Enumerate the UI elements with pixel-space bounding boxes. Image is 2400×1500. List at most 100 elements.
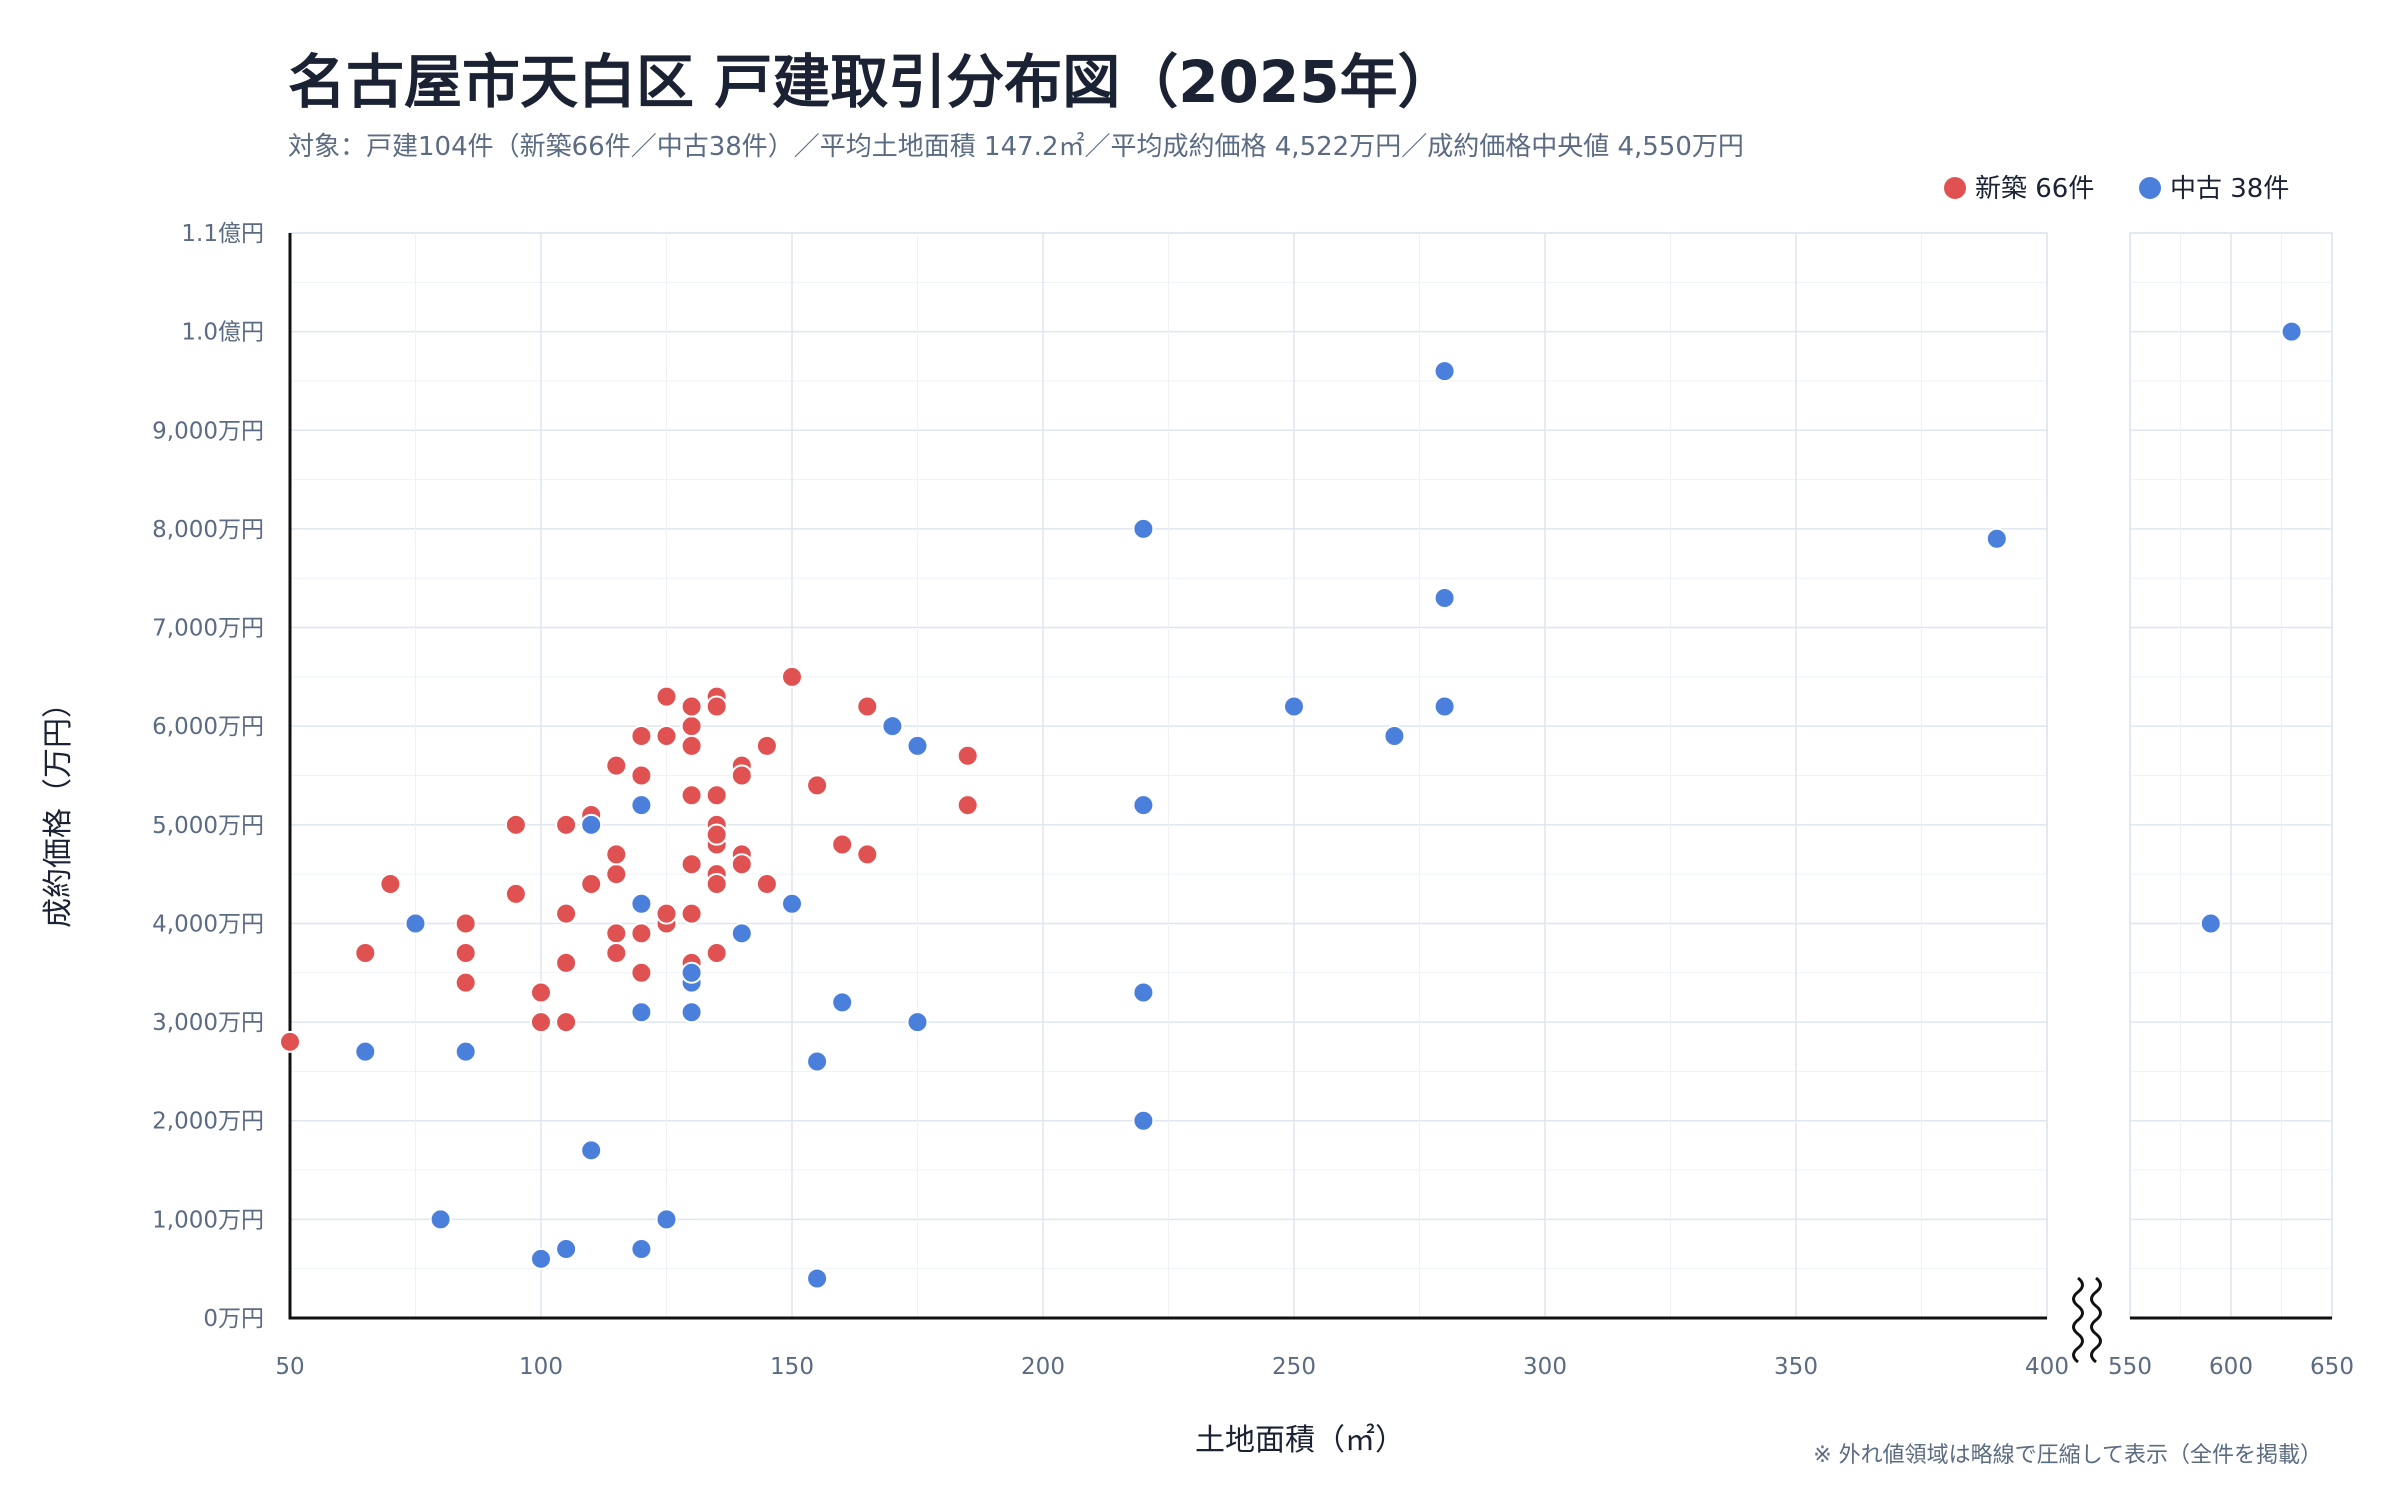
point-used <box>1383 725 1406 748</box>
point-used <box>630 892 653 915</box>
point-used <box>806 1267 829 1290</box>
point-used <box>831 991 854 1014</box>
axes <box>288 233 2332 1320</box>
y-tick-label: 5,000万円 <box>152 813 264 839</box>
point-new <box>755 873 778 895</box>
legend-swatch-used <box>2139 177 2161 199</box>
point-used <box>881 715 904 738</box>
point-new <box>630 764 653 787</box>
y-tick-label: 6,000万円 <box>152 714 264 740</box>
axis-break-wave <box>2090 1276 2102 1364</box>
point-new <box>555 951 578 974</box>
chart-subtitle: 対象：戸建104件（新築66件／中古38件）／平均土地面積 147.2㎡／平均成… <box>288 132 1744 162</box>
y-tick-label: 2,000万円 <box>152 1109 264 1135</box>
point-new <box>454 971 477 994</box>
point-new <box>630 725 653 748</box>
legend: 新築 66件 中古 38件 <box>1944 174 2289 204</box>
point-new <box>705 942 728 965</box>
point-new <box>605 863 628 886</box>
axis-break-icon <box>2072 1276 2102 1364</box>
y-tick-label: 3,000万円 <box>152 1010 264 1036</box>
point-new <box>655 902 678 925</box>
point-used <box>1132 981 1155 1004</box>
x-tick-label: 400 <box>2025 1354 2069 1380</box>
point-new <box>705 695 728 718</box>
point-used <box>906 734 929 757</box>
point-new <box>831 833 854 856</box>
point-new <box>504 882 527 905</box>
point-new <box>630 961 653 984</box>
point-used <box>655 1208 678 1231</box>
axis-break-wave <box>2072 1276 2084 1364</box>
y-tick-label: 0万円 <box>203 1306 264 1332</box>
point-new <box>555 1011 578 1034</box>
point-new <box>454 912 477 935</box>
point-used <box>2199 912 2222 935</box>
point-new <box>555 902 578 925</box>
y-tick-label: 8,000万円 <box>152 517 264 543</box>
y-tick-label: 7,000万円 <box>152 616 264 642</box>
point-new <box>655 685 678 708</box>
chart-title: 名古屋市天白区 戸建取引分布図（2025年） <box>288 48 1456 116</box>
point-new <box>630 922 653 945</box>
point-used <box>580 1139 603 1162</box>
point-used <box>429 1208 452 1231</box>
legend-label-new: 新築 66件 <box>1975 174 2094 204</box>
point-used <box>1132 517 1155 540</box>
point-used <box>680 961 703 984</box>
point-new <box>279 1030 301 1053</box>
point-new <box>956 744 979 767</box>
y-axis-label: 成約価格（万円） <box>41 688 76 928</box>
point-used <box>806 1050 829 1073</box>
x-tick-label: 650 <box>2310 1354 2354 1380</box>
point-new <box>605 942 628 965</box>
point-new <box>730 764 753 787</box>
point-new <box>856 695 879 718</box>
point-new <box>580 873 603 895</box>
point-new <box>530 981 552 1004</box>
point-used <box>530 1247 552 1270</box>
point-new <box>755 734 778 757</box>
legend-swatch-new <box>1944 177 1966 199</box>
point-used <box>555 1237 578 1260</box>
point-new <box>680 734 703 757</box>
point-used <box>1433 586 1456 609</box>
point-used <box>1132 794 1155 817</box>
x-tick-label: 350 <box>1774 1354 1818 1380</box>
point-used <box>1433 695 1456 718</box>
x-tick-label: 100 <box>519 1354 563 1380</box>
point-used <box>630 1001 653 1024</box>
y-tick-label: 9,000万円 <box>152 418 264 444</box>
point-new <box>680 695 703 718</box>
point-used <box>630 794 653 817</box>
point-used <box>1433 360 1456 383</box>
point-used <box>1132 1109 1155 1132</box>
point-used <box>454 1040 477 1063</box>
x-tick-label: 200 <box>1021 1354 1065 1380</box>
y-tick-label: 4,000万円 <box>152 911 264 937</box>
point-new <box>530 1011 552 1034</box>
point-new <box>555 813 578 836</box>
point-new <box>605 922 628 945</box>
point-new <box>781 665 803 688</box>
x-tick-label: 550 <box>2108 1354 2152 1380</box>
point-new <box>605 754 628 777</box>
point-new <box>454 942 477 965</box>
point-new <box>680 853 703 876</box>
legend-label-used: 中古 38件 <box>2170 174 2289 204</box>
point-used <box>580 813 603 836</box>
point-new <box>655 725 678 748</box>
point-new <box>680 902 703 925</box>
y-tick-label: 1,000万円 <box>152 1207 264 1233</box>
data-points <box>279 320 2303 1290</box>
point-used <box>680 1001 703 1024</box>
point-new <box>956 794 979 817</box>
point-used <box>906 1011 929 1034</box>
point-new <box>680 784 703 807</box>
point-new <box>806 774 829 797</box>
y-tick-label: 1.1億円 <box>181 221 264 247</box>
tick-labels: 0万円 1,000万円 2,000万円 3,000万円 4,000万円 5,000万円 6,… <box>152 221 2354 1380</box>
point-new <box>680 715 703 738</box>
point-used <box>730 922 753 945</box>
